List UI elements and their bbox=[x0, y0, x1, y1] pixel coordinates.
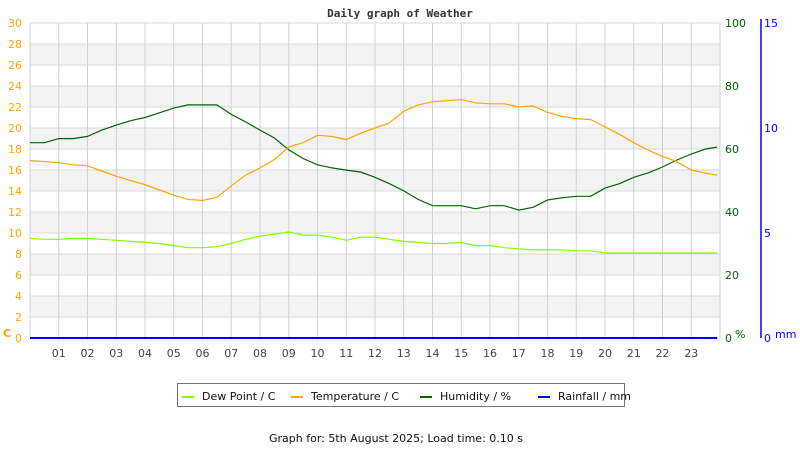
series-lines bbox=[29, 99, 718, 339]
x-tick-label: 08 bbox=[253, 347, 267, 360]
x-tick-label: 19 bbox=[569, 347, 583, 360]
x-tick-label: 21 bbox=[627, 347, 641, 360]
legend-label: Temperature / C bbox=[310, 390, 399, 403]
left-tick-label: 22 bbox=[8, 101, 22, 114]
x-tick-label: 02 bbox=[81, 347, 95, 360]
x-tick-label: 07 bbox=[224, 347, 238, 360]
rain-tick-label: 0 bbox=[764, 332, 771, 345]
legend-label: Humidity / % bbox=[440, 390, 511, 403]
x-tick-label: 23 bbox=[684, 347, 698, 360]
x-tick-label: 18 bbox=[541, 347, 555, 360]
x-tick-label: 12 bbox=[368, 347, 382, 360]
chart-title: Daily graph of Weather bbox=[327, 7, 473, 20]
left-tick-label: 12 bbox=[8, 206, 22, 219]
x-tick-label: 13 bbox=[397, 347, 411, 360]
series-dew-line bbox=[29, 231, 718, 254]
left-tick-label: 24 bbox=[8, 80, 22, 93]
left-tick-label: 4 bbox=[15, 290, 22, 303]
left-tick-label: 28 bbox=[8, 38, 22, 51]
left-tick-label: 30 bbox=[8, 17, 22, 30]
rain-tick-label: 5 bbox=[764, 227, 771, 240]
legend: Dew Point / C Temperature / C Humidity / %… bbox=[177, 383, 631, 407]
left-tick-label: 8 bbox=[15, 248, 22, 261]
x-tick-label: 14 bbox=[426, 347, 440, 360]
left-tick-label: 2 bbox=[15, 311, 22, 324]
x-tick-label: 04 bbox=[138, 347, 152, 360]
x-tick-label: 06 bbox=[196, 347, 210, 360]
left-tick-label: 6 bbox=[15, 269, 22, 282]
left-tick-label: 10 bbox=[8, 227, 22, 240]
x-tick-label: 16 bbox=[483, 347, 497, 360]
x-tick-label: 17 bbox=[512, 347, 526, 360]
series-temperature-line bbox=[29, 99, 718, 202]
x-tick-label: 03 bbox=[109, 347, 123, 360]
x-tick-label: 10 bbox=[311, 347, 325, 360]
left-tick-label: 26 bbox=[8, 59, 22, 72]
humidity-tick-label: 40 bbox=[725, 206, 739, 219]
rain-tick-label: 15 bbox=[764, 17, 778, 30]
x-tick-label: 09 bbox=[282, 347, 296, 360]
rain-axis-unit: mm bbox=[775, 328, 796, 341]
x-tick-label: 11 bbox=[339, 347, 353, 360]
left-tick-label: 20 bbox=[8, 122, 22, 135]
footer-text: Graph for: 5th August 2025; Load time: 0… bbox=[269, 432, 523, 445]
humidity-axis-unit: % bbox=[735, 328, 745, 341]
grid-lines bbox=[29, 22, 721, 339]
legend-label: Dew Point / C bbox=[202, 390, 276, 403]
x-tick-label: 15 bbox=[454, 347, 468, 360]
left-tick-label: 18 bbox=[8, 143, 22, 156]
x-tick-label: 22 bbox=[656, 347, 670, 360]
left-tick-label: 0 bbox=[15, 332, 22, 345]
rain-tick-label: 10 bbox=[764, 122, 778, 135]
humidity-tick-label: 0 bbox=[725, 332, 732, 345]
humidity-tick-label: 60 bbox=[725, 143, 739, 156]
left-tick-label: 16 bbox=[8, 164, 22, 177]
humidity-tick-label: 20 bbox=[725, 269, 739, 282]
left-axis-unit: C bbox=[3, 327, 11, 340]
humidity-tick-label: 100 bbox=[725, 17, 746, 30]
legend-label: Rainfall / mm bbox=[558, 390, 631, 403]
series-humidity-line bbox=[30, 104, 718, 211]
left-tick-label: 14 bbox=[8, 185, 22, 198]
legend-box bbox=[177, 383, 625, 407]
humidity-tick-label: 80 bbox=[725, 80, 739, 93]
x-tick-label: 01 bbox=[52, 347, 66, 360]
x-tick-label: 05 bbox=[167, 347, 181, 360]
x-tick-label: 20 bbox=[598, 347, 612, 360]
